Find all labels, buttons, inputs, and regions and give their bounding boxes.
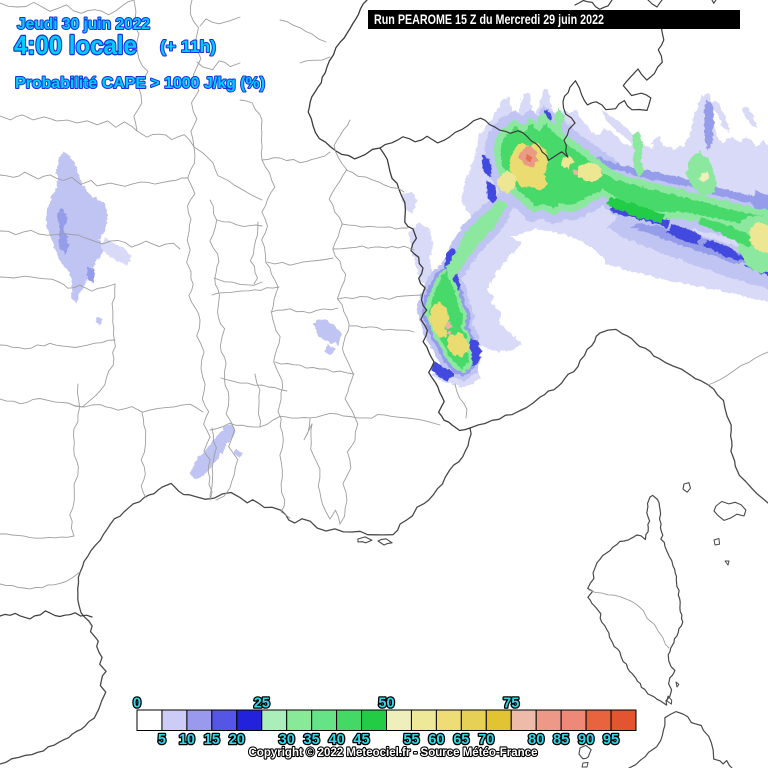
svg-text:85: 85 bbox=[553, 732, 569, 748]
svg-text:70: 70 bbox=[478, 732, 494, 748]
svg-text:95: 95 bbox=[603, 732, 619, 748]
svg-text:45: 45 bbox=[353, 732, 369, 748]
svg-text:(+ 11h): (+ 11h) bbox=[160, 37, 216, 56]
svg-text:80: 80 bbox=[528, 732, 544, 748]
svg-text:50: 50 bbox=[378, 696, 394, 712]
svg-text:4:00 locale: 4:00 locale bbox=[14, 30, 137, 60]
svg-text:15: 15 bbox=[204, 732, 220, 748]
svg-text:20: 20 bbox=[229, 732, 245, 748]
svg-text:0: 0 bbox=[133, 696, 141, 712]
svg-text:25: 25 bbox=[254, 696, 270, 712]
svg-text:Jeudi 30 juin 2022: Jeudi 30 juin 2022 bbox=[17, 16, 150, 33]
svg-text:5: 5 bbox=[158, 732, 166, 748]
svg-text:65: 65 bbox=[453, 732, 469, 748]
svg-text:55: 55 bbox=[403, 732, 419, 748]
svg-text:40: 40 bbox=[329, 732, 345, 748]
svg-text:60: 60 bbox=[428, 732, 444, 748]
svg-text:Probabilité CAPE > 1000 J/kg (: Probabilité CAPE > 1000 J/kg (%) bbox=[15, 75, 265, 92]
svg-text:90: 90 bbox=[578, 732, 594, 748]
svg-text:Copyright © 2022 Meteociel.fr: Copyright © 2022 Meteociel.fr - Source M… bbox=[249, 745, 538, 759]
svg-text:75: 75 bbox=[503, 696, 519, 712]
svg-text:30: 30 bbox=[279, 732, 295, 748]
svg-text:35: 35 bbox=[304, 732, 320, 748]
svg-text:10: 10 bbox=[179, 732, 195, 748]
svg-text:Run PEAROME 15 Z du Mercredi 2: Run PEAROME 15 Z du Mercredi 29 juin 202… bbox=[374, 11, 604, 27]
